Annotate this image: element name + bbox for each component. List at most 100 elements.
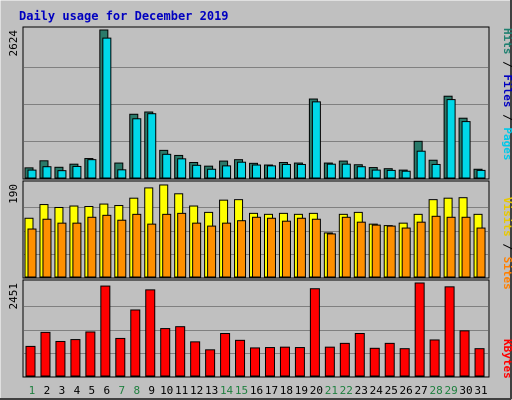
kbytes-bar-day-27 [414, 282, 425, 377]
sites-bar-day-8 [132, 213, 142, 278]
kbytes-bar-day-25 [384, 342, 395, 377]
files-bar-day-25 [386, 169, 396, 179]
kbytes-scale-max-label: 2451 [7, 283, 20, 310]
kbytes-panel-legend: KBytes [501, 339, 512, 379]
day-label-28: 28 [429, 384, 442, 397]
day-label-12: 12 [190, 384, 203, 397]
sites-bar-day-16 [252, 216, 262, 278]
files-bar-day-21 [326, 163, 336, 179]
day-label-17: 17 [265, 384, 278, 397]
files-bar-day-9 [147, 113, 157, 179]
kbytes-bar-day-11 [175, 326, 186, 377]
sites-bar-day-28 [431, 215, 441, 278]
files-bar-day-22 [341, 163, 351, 179]
sites-bar-day-4 [72, 222, 82, 278]
files-bar-day-5 [87, 159, 97, 179]
legend-pages: Pages [501, 127, 512, 160]
sites-bar-day-26 [401, 227, 411, 278]
visits-panel-legend: Visits / Sites [501, 197, 512, 290]
kbytes-bar-day-16 [250, 347, 261, 377]
files-bar-day-31 [476, 169, 486, 179]
files-bar-day-14 [222, 165, 232, 179]
kbytes-bar-day-8 [130, 309, 141, 377]
files-bar-day-27 [416, 150, 426, 179]
legend-sep-1: / [501, 55, 512, 75]
kbytes-bar-day-14 [220, 333, 231, 377]
day-label-30: 30 [459, 384, 472, 397]
files-bar-day-19 [296, 163, 306, 179]
day-label-5: 5 [89, 384, 96, 397]
files-bar-day-20 [311, 101, 321, 179]
kbytes-bar-day-23 [354, 333, 365, 377]
hits-scale-max-label: 2624 [7, 30, 20, 57]
kbytes-bar-day-3 [55, 340, 66, 377]
files-bar-day-26 [401, 170, 411, 179]
kbytes-bar-day-10 [160, 328, 171, 377]
sites-bar-day-21 [326, 233, 336, 278]
day-label-4: 4 [74, 384, 81, 397]
files-bar-day-29 [446, 99, 456, 179]
visits-scale-max-label: 190 [7, 184, 20, 204]
kbytes-bar-day-7 [115, 337, 126, 377]
day-label-23: 23 [355, 384, 368, 397]
sites-bar-day-23 [356, 221, 366, 278]
hits-panel-legend: Hits / Files / Pages [501, 28, 512, 161]
files-bar-day-3 [57, 170, 67, 179]
legend-files: Files [501, 74, 512, 107]
sites-bar-day-5 [87, 216, 97, 278]
files-bar-day-23 [356, 166, 366, 179]
sites-bar-day-14 [222, 222, 232, 278]
kbytes-bar-day-6 [100, 285, 111, 377]
day-label-29: 29 [444, 384, 457, 397]
files-bar-day-7 [117, 169, 127, 179]
files-bar-day-17 [266, 165, 276, 179]
day-label-15: 15 [235, 384, 248, 397]
sites-bar-day-20 [311, 218, 321, 278]
sites-bar-day-15 [237, 220, 247, 278]
day-label-2: 2 [44, 384, 51, 397]
day-label-26: 26 [400, 384, 413, 397]
kbytes-bar-day-12 [190, 341, 201, 377]
day-label-13: 13 [205, 384, 218, 397]
day-labels: 1 2 3 4 5 6 7 8 9 10 11 12 13 14 15 16 17 18 19 20 21 22 23 24 2… [29, 384, 488, 397]
day-label-31: 31 [474, 384, 487, 397]
kbytes-bar-day-18 [279, 346, 290, 377]
kbytes-bar-day-2 [40, 331, 51, 377]
legend-hits: Hits [501, 28, 512, 55]
sites-bar-day-29 [446, 216, 456, 278]
sites-bar-day-13 [207, 225, 217, 278]
sites-bar-day-22 [341, 216, 351, 278]
legend-sep-2: / [501, 108, 512, 128]
files-bar-day-16 [252, 164, 262, 179]
sites-bar-day-25 [386, 225, 396, 278]
sites-bar-day-9 [147, 223, 157, 278]
day-label-8: 8 [133, 384, 140, 397]
sites-bar-day-18 [281, 220, 291, 278]
day-label-11: 11 [175, 384, 188, 397]
kbytes-bar-day-21 [324, 346, 335, 377]
kbytes-bar-day-4 [70, 339, 81, 377]
sites-bar-day-30 [461, 216, 471, 278]
day-label-18: 18 [280, 384, 293, 397]
sites-bar-day-7 [117, 219, 127, 278]
files-bar-day-2 [42, 166, 52, 179]
kbytes-bar-day-31 [474, 348, 485, 377]
day-label-20: 20 [310, 384, 323, 397]
files-bar-day-6 [102, 37, 112, 179]
kbytes-bar-day-17 [264, 347, 275, 377]
sites-bar-day-2 [42, 218, 52, 278]
bars [24, 29, 486, 377]
day-label-21: 21 [325, 384, 338, 397]
sites-bar-day-24 [371, 224, 381, 278]
day-label-6: 6 [104, 384, 111, 397]
sites-bar-day-17 [266, 217, 276, 278]
day-label-16: 16 [250, 384, 263, 397]
kbytes-bar-day-20 [309, 288, 320, 377]
day-label-9: 9 [148, 384, 155, 397]
files-bar-day-18 [281, 163, 291, 179]
files-bar-day-11 [177, 158, 187, 179]
day-label-27: 27 [415, 384, 428, 397]
kbytes-bar-day-28 [429, 339, 440, 377]
files-bar-day-8 [132, 118, 142, 179]
